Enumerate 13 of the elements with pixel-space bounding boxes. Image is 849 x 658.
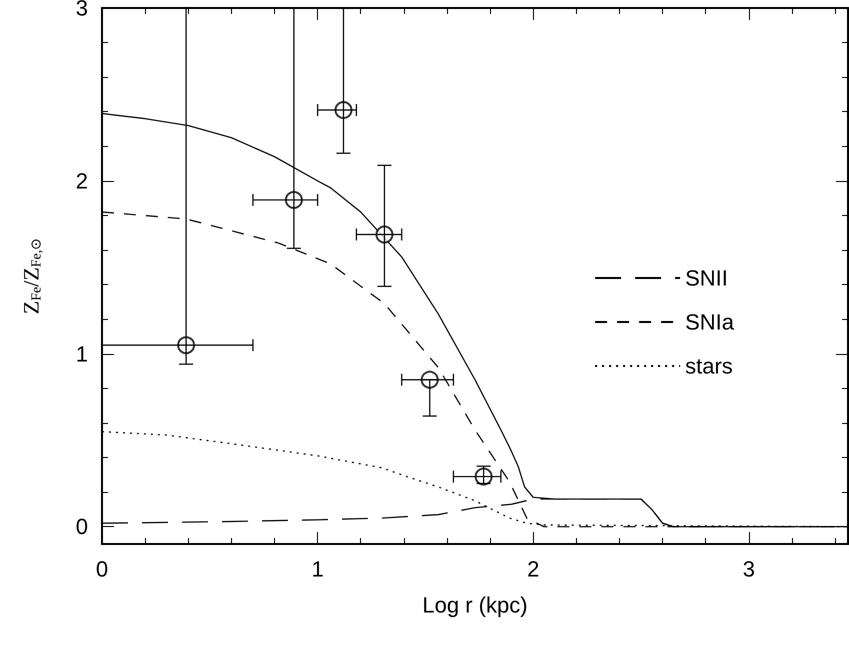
y-tick-label: 3 <box>76 0 88 20</box>
y-tick-label: 2 <box>76 168 88 194</box>
y-axis-title: ZFe/ZFe,⊙ <box>18 238 44 314</box>
legend-label: SNIa <box>685 310 735 334</box>
y-tick-label: 0 <box>76 514 88 540</box>
legend-label: stars <box>685 354 733 378</box>
x-tick-label: 2 <box>527 556 540 582</box>
x-axis-title: Log r (kpc) <box>422 592 528 618</box>
x-tick-label: 3 <box>742 556 755 582</box>
y-tick-label: 1 <box>76 341 88 366</box>
x-tick-label: 0 <box>96 556 108 582</box>
x-tick-label: 1 <box>311 556 324 582</box>
legend-label: SNII <box>685 266 728 290</box>
